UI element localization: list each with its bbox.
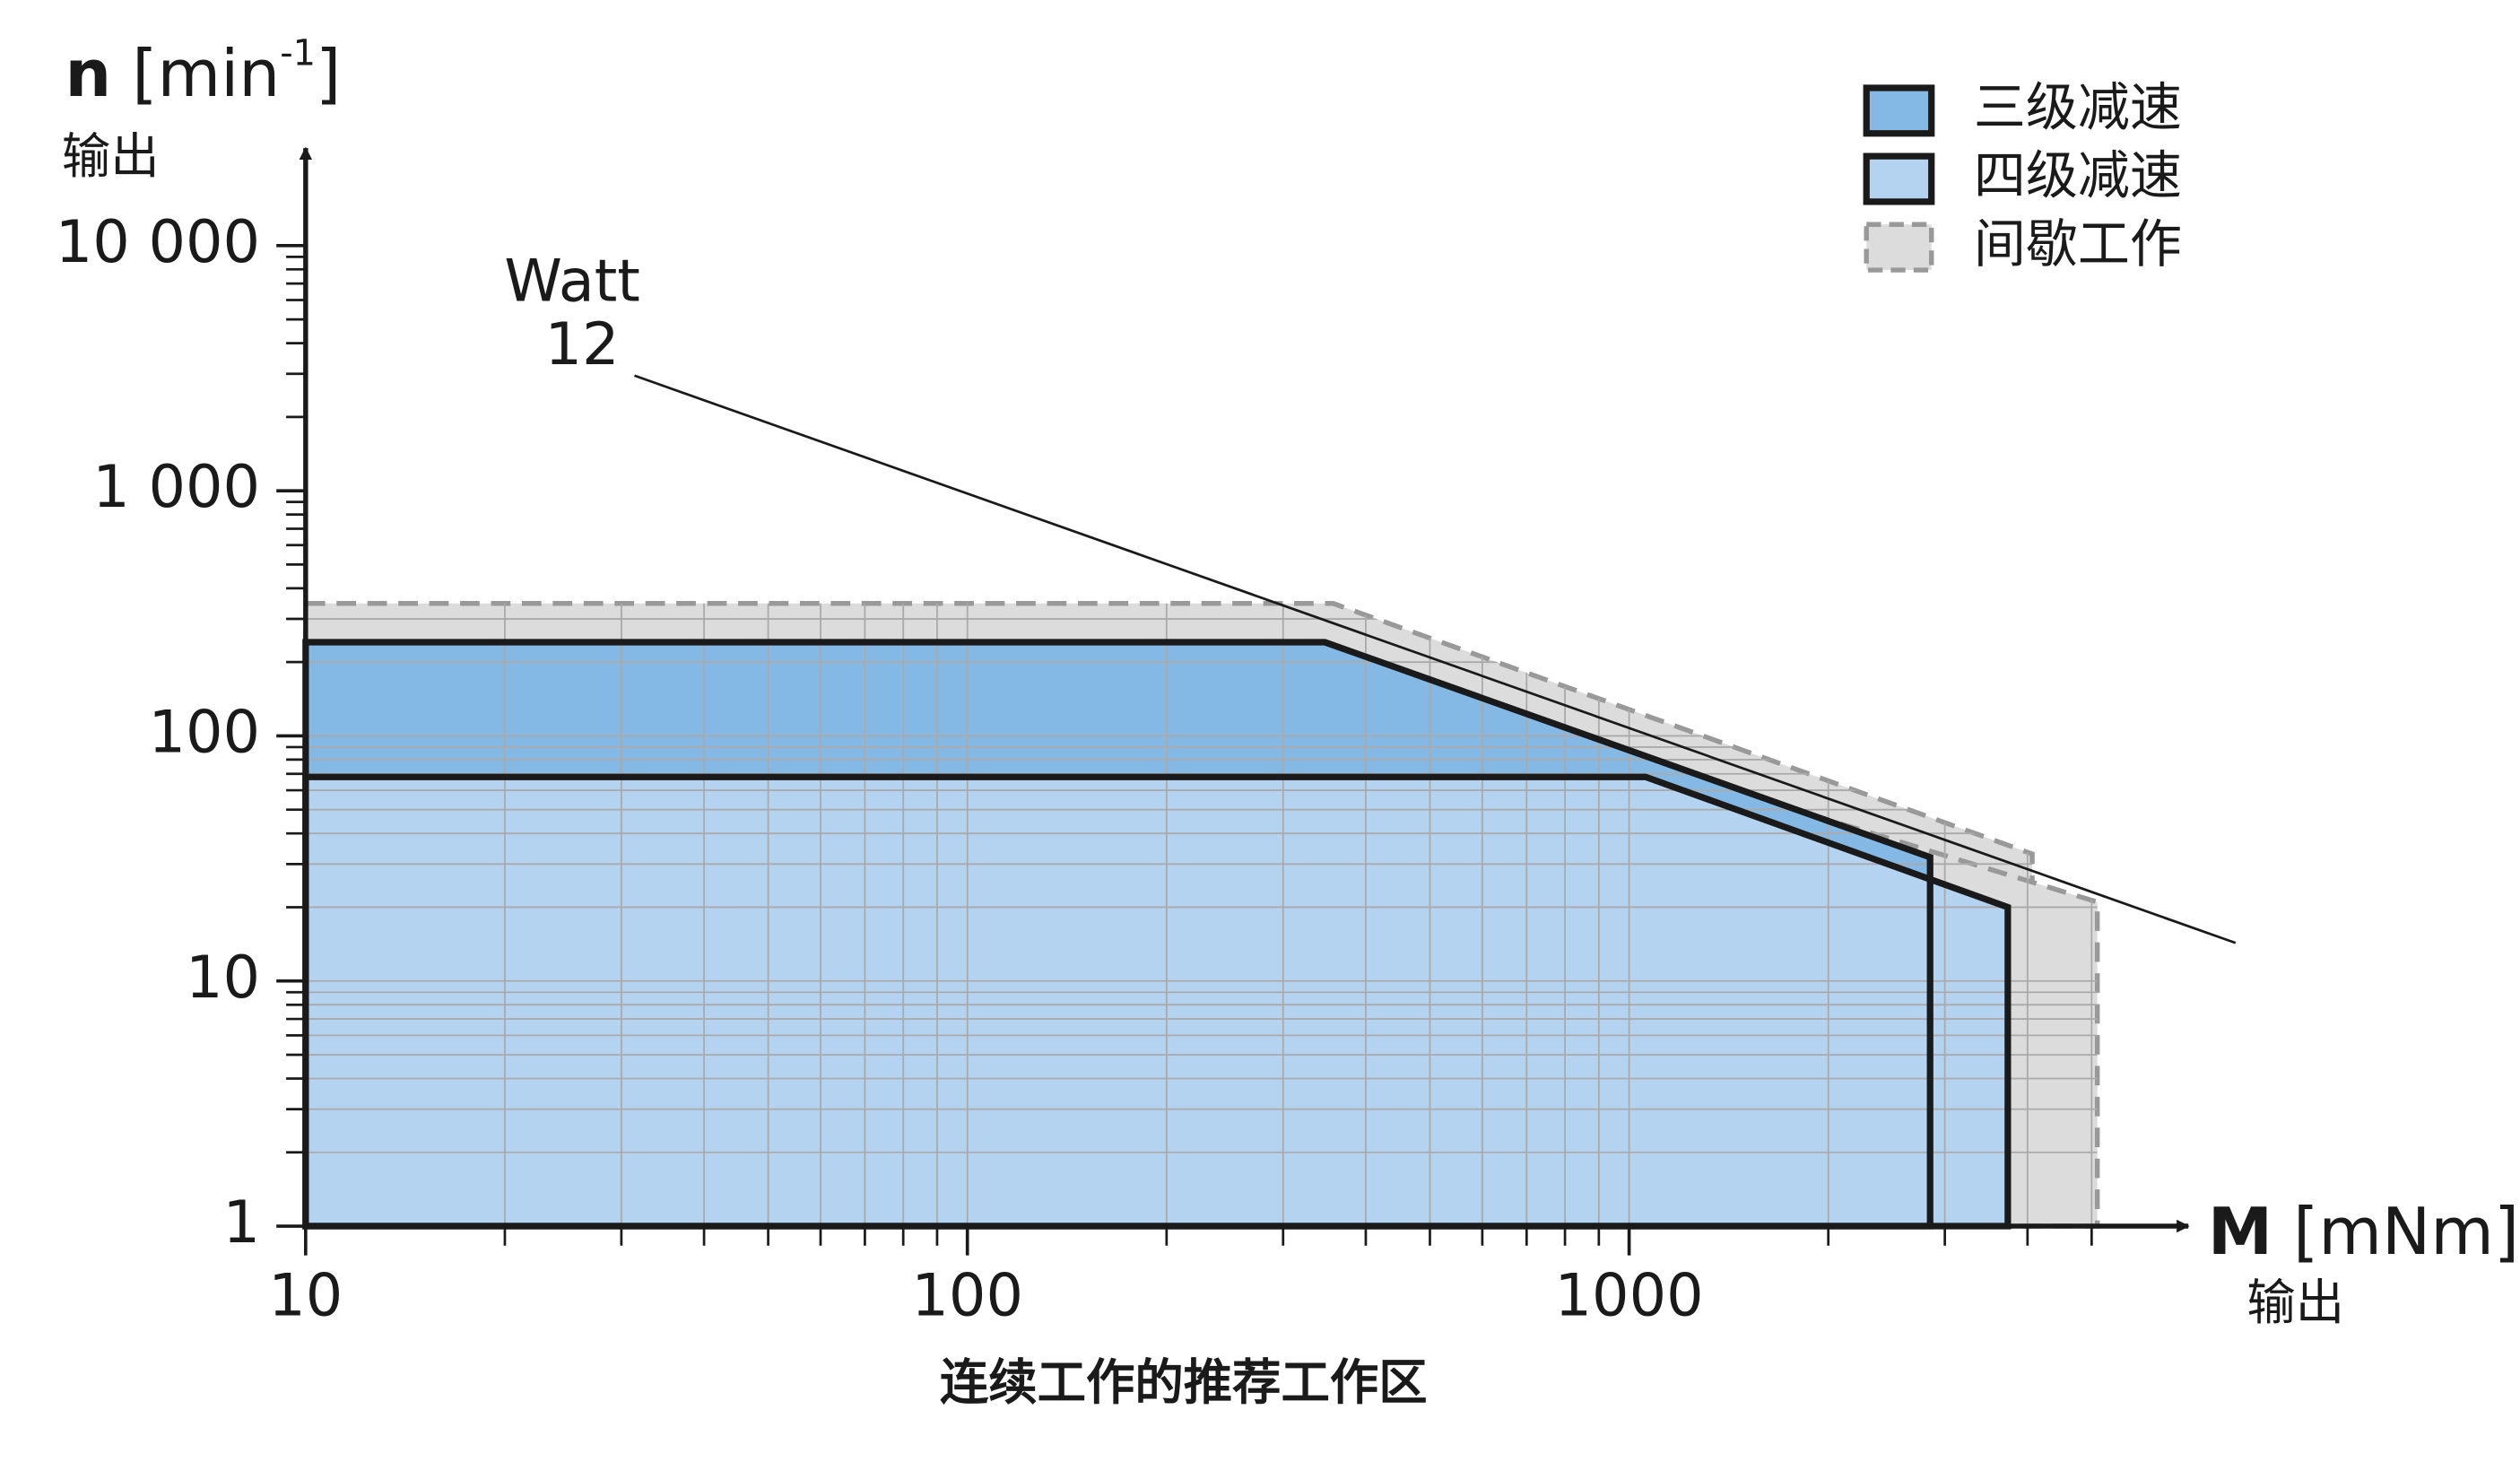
power-line — [634, 374, 2237, 944]
y-tick-label: 10 000 — [56, 208, 260, 276]
y-symbol: n — [65, 37, 112, 112]
y-unit: [min — [132, 37, 280, 112]
y-axis-label: n [min-1] — [65, 32, 342, 112]
x-axis-label: M [mNm] — [2208, 1195, 2519, 1270]
legend-swatch — [1863, 84, 1935, 137]
x-tick-label: 1000 — [1555, 1262, 1704, 1330]
y-tick-label: 10 — [186, 944, 260, 1012]
x-sub: 输出 — [2246, 1275, 2344, 1331]
y-tick-label: 100 — [149, 698, 261, 766]
legend-swatch — [1863, 152, 1935, 205]
legend-label: 三级减速 — [1974, 76, 2182, 137]
x-symbol: M — [2208, 1195, 2272, 1270]
x-unit: [mNm] — [2293, 1195, 2519, 1270]
power-value: 12 — [545, 310, 620, 379]
legend-label: 四级减速 — [1974, 145, 2182, 206]
x-tick-label: 10 — [268, 1262, 343, 1330]
y-sub: 输出 — [62, 128, 160, 185]
y-tick-label: 1 — [223, 1188, 261, 1257]
legend-label: 间歇工作 — [1974, 213, 2182, 274]
y-unit-end: ] — [316, 37, 341, 112]
region-fill — [305, 777, 2008, 1227]
y-tick-label: 1 000 — [92, 453, 260, 521]
x-tick-label: 100 — [911, 1262, 1023, 1330]
power-label: Watt — [504, 247, 640, 315]
caption: 连续工作的推荐工作区 — [940, 1354, 1428, 1411]
y-unit-sup: -1 — [280, 32, 316, 74]
legend-swatch — [1864, 222, 1934, 273]
